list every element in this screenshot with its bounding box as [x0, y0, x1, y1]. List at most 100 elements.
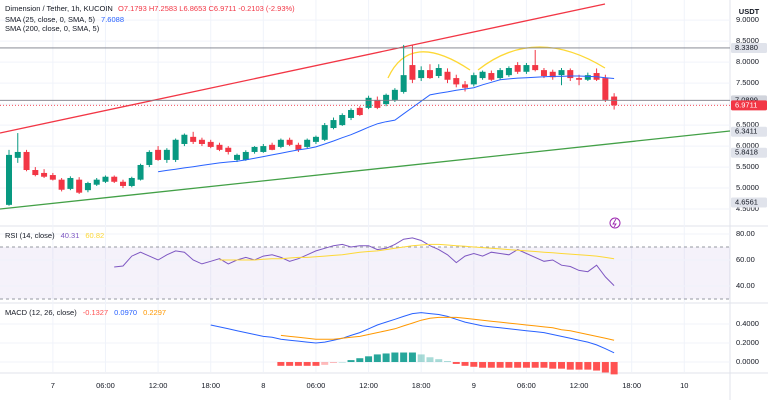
- candle-body: [435, 68, 442, 76]
- marks: [0, 44, 730, 375]
- x-tick-label: 06:00: [307, 381, 326, 390]
- ohlc-values: O7.1793 H7.2583 L6.8653 C6.9711 -0.2103 …: [118, 4, 295, 13]
- histogram-bar: [408, 352, 416, 363]
- candle-body: [400, 75, 407, 92]
- histogram-bar: [584, 362, 592, 370]
- candle-body: [383, 94, 390, 105]
- labels: USDT Dimension / Tether, 1h, KUCOIN O7.1…: [5, 4, 767, 390]
- candle-body: [137, 164, 144, 180]
- candle-body: [611, 96, 618, 106]
- candle-body: [286, 139, 293, 145]
- candle-body: [128, 177, 135, 186]
- histogram-bar: [382, 353, 390, 363]
- candle-body: [295, 144, 302, 150]
- drawings: [0, 3, 731, 229]
- candle-body: [549, 71, 556, 78]
- y-tick-label: 40.00: [736, 281, 755, 290]
- candle-body: [426, 70, 433, 79]
- price-label-box: [731, 197, 767, 208]
- histogram-bar: [470, 362, 478, 367]
- x-tick-label: 06:00: [517, 381, 536, 390]
- histogram-bar: [400, 352, 408, 363]
- candle-body: [23, 151, 30, 171]
- histogram-bar: [391, 352, 399, 363]
- candle-body: [93, 179, 100, 185]
- candle-body: [558, 70, 565, 76]
- event-icon[interactable]: [609, 217, 621, 229]
- x-tick-label: 06:00: [96, 381, 115, 390]
- candle-body: [242, 151, 249, 160]
- candle-body: [216, 144, 223, 150]
- candle-body: [444, 71, 451, 80]
- histogram-bar: [373, 354, 381, 363]
- candle-body: [84, 183, 91, 191]
- y-tick-label: 0.2000: [736, 338, 759, 347]
- histogram-bar: [356, 358, 364, 363]
- candle-body: [532, 65, 539, 71]
- candle-body: [172, 139, 179, 160]
- x-tick-label: 18:00: [201, 381, 220, 390]
- histogram-bar: [444, 361, 451, 363]
- candle-body: [207, 141, 214, 147]
- candle-body: [488, 73, 495, 80]
- candle-body: [32, 170, 39, 176]
- candle-body: [453, 78, 460, 85]
- histogram-bar: [496, 362, 504, 368]
- candle-body: [602, 78, 609, 100]
- candle-body: [409, 65, 416, 80]
- trend-line: [0, 130, 731, 210]
- candle-body: [584, 75, 591, 80]
- price-label: 4.6561: [735, 197, 758, 206]
- candle-body: [391, 89, 398, 100]
- histogram-bar: [338, 362, 346, 363]
- price-label-box: [731, 100, 767, 111]
- y-tick-label: 6.0000: [736, 141, 759, 150]
- x-tick-label: 8: [261, 381, 265, 390]
- indicator-title: RSI (14, close): [5, 231, 55, 240]
- x-tick-label: 9: [472, 381, 476, 390]
- y-tick-label: 9.0000: [736, 15, 759, 24]
- indicator-title: MACD (12, 26, close): [5, 308, 77, 317]
- legend-value: 0.0970: [114, 308, 137, 317]
- price-label: 5.8418: [735, 148, 758, 157]
- histogram-bar: [426, 357, 434, 363]
- y-tick-label: 0.0000: [736, 357, 759, 366]
- x-tick-label: 7: [51, 381, 55, 390]
- histogram-bar: [558, 362, 566, 369]
- currency-label: USDT: [739, 7, 760, 16]
- indicator-line: [114, 237, 615, 286]
- histogram-bar: [601, 362, 609, 373]
- price-label-box: [731, 126, 767, 137]
- x-tick-label: 10: [680, 381, 688, 390]
- y-tick-label: 8.5000: [736, 36, 759, 45]
- candle-body: [304, 139, 311, 147]
- histogram-bar: [435, 359, 443, 363]
- candle-body: [348, 109, 355, 118]
- histogram-bar: [487, 362, 495, 368]
- y-tick-label: 8.0000: [736, 57, 759, 66]
- candle-body: [155, 149, 162, 160]
- candle-body: [146, 151, 153, 165]
- candle-body: [14, 151, 21, 158]
- y-tick-label: 0.4000: [736, 319, 759, 328]
- candle-body: [470, 75, 477, 85]
- histogram-bar: [461, 362, 469, 366]
- pattern-arc: [387, 51, 471, 79]
- x-tick-label: 18:00: [412, 381, 431, 390]
- candle-body: [41, 172, 48, 177]
- candle-body: [120, 181, 127, 186]
- candle-body: [365, 97, 372, 108]
- candle-body: [67, 177, 74, 189]
- histogram-bar: [505, 362, 513, 368]
- x-tick-label: 12:00: [570, 381, 589, 390]
- y-tick-label: 6.5000: [736, 120, 759, 129]
- pattern-arc: [477, 46, 606, 71]
- trend-line: [0, 3, 606, 134]
- price-label: 7.0899: [735, 95, 758, 104]
- candle-body: [49, 175, 56, 180]
- histogram-bar: [347, 360, 355, 363]
- histogram-bar: [514, 362, 522, 368]
- candle-body: [251, 146, 258, 152]
- price-label-box: [731, 147, 767, 158]
